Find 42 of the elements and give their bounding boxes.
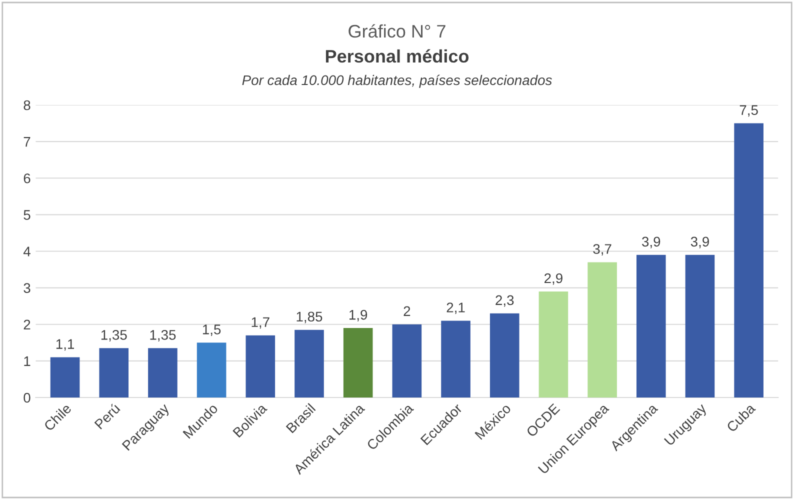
data-label: 1,5 — [202, 324, 221, 336]
data-label: 2,3 — [496, 295, 514, 307]
bar — [392, 324, 422, 398]
data-label: 1,35 — [150, 330, 176, 342]
data-label: 3,9 — [690, 236, 709, 248]
chart-subtitle: Personal médico — [326, 49, 469, 63]
bar — [246, 335, 276, 398]
data-label: 2 — [404, 306, 410, 316]
data-label: 2,9 — [544, 273, 562, 285]
y-tick-label: 1 — [24, 356, 30, 366]
y-tick-label: 4 — [23, 246, 30, 256]
bar — [588, 262, 617, 398]
data-label: 3,7 — [593, 244, 612, 256]
bar — [50, 357, 80, 398]
data-label: 7,5 — [740, 105, 758, 117]
bar — [196, 342, 226, 398]
y-tick-label: 5 — [24, 210, 30, 220]
data-label: 1,35 — [101, 330, 127, 342]
bar — [734, 123, 764, 398]
y-tick-label: 2 — [24, 320, 30, 330]
y-tick-label: 3 — [24, 283, 30, 293]
data-label: 1,85 — [296, 312, 322, 324]
bar — [294, 330, 324, 398]
bar — [685, 254, 715, 398]
data-label: 1,9 — [349, 310, 368, 322]
bar — [538, 291, 568, 398]
y-tick-label: 6 — [24, 173, 30, 184]
data-label: 3,9 — [642, 236, 660, 248]
bar — [441, 320, 470, 398]
data-label: 2,1 — [446, 302, 465, 314]
data-label: 1,7 — [252, 317, 270, 329]
chart-title: Gráfico N° 7 — [348, 24, 446, 38]
bar — [148, 348, 178, 398]
y-tick-label: 7 — [24, 137, 30, 147]
bar — [99, 348, 129, 398]
y-tick-label: 8 — [24, 100, 30, 110]
y-tick-label: 0 — [24, 392, 30, 403]
bar — [636, 254, 666, 398]
bar — [343, 328, 373, 398]
bar — [490, 313, 520, 398]
text: Por cada 10.000 habitantes, países seleccionados — [242, 74, 552, 88]
data-label: 1,1 — [56, 339, 74, 351]
